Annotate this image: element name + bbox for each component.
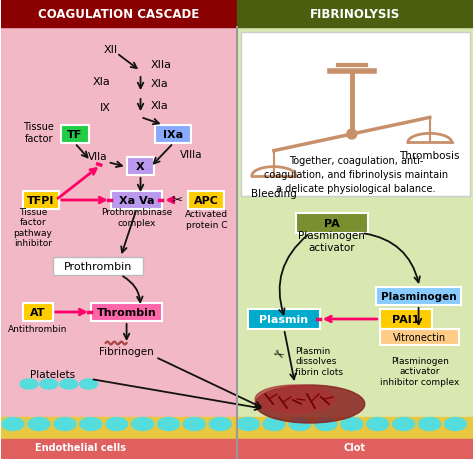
Ellipse shape bbox=[28, 418, 50, 431]
Bar bbox=[237, 0, 474, 459]
Text: FIBRINOLYSIS: FIBRINOLYSIS bbox=[310, 7, 400, 21]
Text: Tissue
factor
pathway
inhibitor: Tissue factor pathway inhibitor bbox=[13, 207, 52, 247]
Text: Plasminogen
activator: Plasminogen activator bbox=[299, 231, 365, 252]
Text: Prothrombinase
complex: Prothrombinase complex bbox=[101, 208, 172, 227]
Ellipse shape bbox=[80, 418, 101, 431]
FancyBboxPatch shape bbox=[61, 126, 89, 144]
FancyBboxPatch shape bbox=[91, 303, 163, 321]
Text: Tissue
factor: Tissue factor bbox=[23, 122, 55, 144]
Ellipse shape bbox=[315, 418, 337, 431]
Ellipse shape bbox=[132, 418, 154, 431]
Text: IX: IX bbox=[100, 103, 110, 113]
Text: Prothrombin: Prothrombin bbox=[64, 262, 132, 271]
FancyBboxPatch shape bbox=[188, 191, 224, 210]
Ellipse shape bbox=[2, 418, 24, 431]
Text: XII: XII bbox=[104, 45, 118, 55]
Ellipse shape bbox=[419, 418, 440, 431]
Ellipse shape bbox=[80, 379, 98, 389]
Ellipse shape bbox=[183, 418, 205, 431]
Ellipse shape bbox=[289, 418, 311, 431]
FancyBboxPatch shape bbox=[248, 309, 320, 329]
Ellipse shape bbox=[445, 418, 466, 431]
Ellipse shape bbox=[210, 418, 231, 431]
Text: ✂: ✂ bbox=[270, 346, 286, 363]
Text: ✂: ✂ bbox=[172, 194, 183, 207]
Bar bbox=[1, 0, 237, 459]
FancyBboxPatch shape bbox=[127, 157, 155, 176]
Text: X: X bbox=[136, 162, 145, 172]
FancyBboxPatch shape bbox=[155, 126, 191, 144]
Text: COAGULATION CASCADE: COAGULATION CASCADE bbox=[38, 7, 199, 21]
FancyBboxPatch shape bbox=[380, 309, 431, 329]
Text: Xa Va: Xa Va bbox=[119, 196, 155, 206]
Ellipse shape bbox=[54, 418, 76, 431]
Ellipse shape bbox=[367, 418, 389, 431]
Text: VIIa: VIIa bbox=[88, 151, 107, 162]
Ellipse shape bbox=[40, 379, 58, 389]
Text: XIa: XIa bbox=[151, 101, 168, 111]
Ellipse shape bbox=[255, 385, 335, 413]
Text: Endothelial cells: Endothelial cells bbox=[35, 442, 126, 452]
Text: XIIa: XIIa bbox=[151, 60, 172, 70]
Text: TFPI: TFPI bbox=[27, 196, 55, 206]
FancyBboxPatch shape bbox=[241, 33, 470, 196]
Ellipse shape bbox=[20, 379, 38, 389]
Ellipse shape bbox=[392, 418, 415, 431]
Text: Vitronectin: Vitronectin bbox=[393, 332, 446, 342]
Ellipse shape bbox=[263, 418, 285, 431]
FancyBboxPatch shape bbox=[380, 329, 459, 345]
Ellipse shape bbox=[341, 418, 363, 431]
Text: VIIIa: VIIIa bbox=[181, 150, 203, 160]
Text: Fibrinogen: Fibrinogen bbox=[99, 346, 154, 356]
Text: AT: AT bbox=[30, 308, 46, 317]
Ellipse shape bbox=[237, 418, 259, 431]
FancyBboxPatch shape bbox=[23, 191, 59, 210]
FancyBboxPatch shape bbox=[296, 213, 368, 234]
Bar bbox=[1, 439, 474, 459]
Text: Clot: Clot bbox=[344, 442, 366, 452]
Text: Thrombosis: Thrombosis bbox=[400, 151, 460, 161]
FancyBboxPatch shape bbox=[110, 191, 163, 210]
Bar bbox=[1, 417, 474, 459]
Text: Activated
protein C: Activated protein C bbox=[185, 210, 228, 229]
FancyBboxPatch shape bbox=[53, 257, 143, 275]
Text: XIa: XIa bbox=[93, 77, 110, 87]
Text: XIa: XIa bbox=[151, 79, 168, 89]
Text: Antithrombin: Antithrombin bbox=[8, 325, 68, 334]
Ellipse shape bbox=[157, 418, 179, 431]
Text: Together, coagulation, anti-
coagulation, and fibrinolysis maintain
a delicate p: Together, coagulation, anti- coagulation… bbox=[264, 156, 448, 194]
FancyBboxPatch shape bbox=[376, 287, 461, 305]
FancyBboxPatch shape bbox=[23, 303, 53, 321]
Bar bbox=[237, 0, 474, 28]
Ellipse shape bbox=[106, 418, 128, 431]
Text: Plasminogen
activator
inhibitor complex: Plasminogen activator inhibitor complex bbox=[380, 356, 459, 386]
Text: Platelets: Platelets bbox=[30, 369, 75, 379]
Text: PA: PA bbox=[324, 218, 340, 229]
Text: TF: TF bbox=[67, 130, 82, 140]
Text: Thrombin: Thrombin bbox=[97, 308, 156, 317]
Text: Plasmin
dissolves
fibrin clots: Plasmin dissolves fibrin clots bbox=[295, 347, 343, 376]
Text: PAI1: PAI1 bbox=[392, 314, 419, 325]
Text: Bleeding: Bleeding bbox=[251, 188, 297, 198]
Text: IXa: IXa bbox=[164, 130, 183, 140]
Bar bbox=[1, 0, 237, 28]
Ellipse shape bbox=[60, 379, 78, 389]
Text: Plasminogen: Plasminogen bbox=[381, 291, 456, 302]
Text: Plasmin: Plasmin bbox=[259, 314, 309, 325]
Text: APC: APC bbox=[194, 196, 219, 206]
Circle shape bbox=[347, 130, 357, 140]
Ellipse shape bbox=[255, 385, 365, 423]
